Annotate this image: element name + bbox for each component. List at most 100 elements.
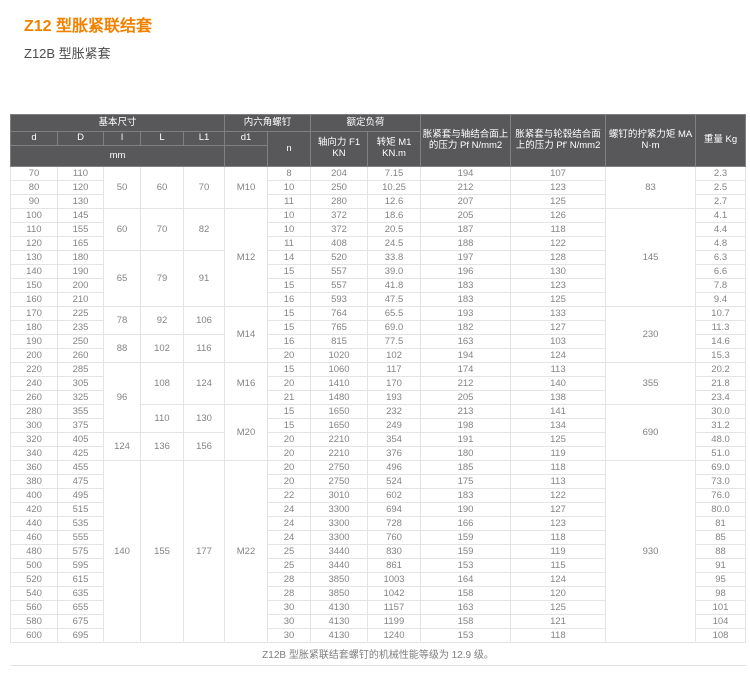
header-tightening-torque: 螺钉的拧紧力矩 MA N·m xyxy=(605,114,697,167)
table-cell: 861 xyxy=(367,558,422,573)
table-cell: 15 xyxy=(266,404,312,419)
table-cell: 213 xyxy=(420,404,512,419)
table-cell: 204 xyxy=(310,166,369,181)
table-cell: 15 xyxy=(266,320,312,335)
table-cell: 220 xyxy=(10,362,58,377)
table-row: 360 455 140 155 177 M22 20 2750 496 185 118 930 69.0 xyxy=(10,460,747,643)
table-cell: 405 xyxy=(57,432,104,447)
table-row: 420 515 24 3300 694 190 127 80.0 xyxy=(10,502,747,517)
table-cell: 1240 xyxy=(367,628,422,643)
table-cell: 10 xyxy=(266,222,312,237)
table-cell: 110 xyxy=(10,222,58,237)
table-cell: 130 xyxy=(10,250,58,265)
table-cell: 127 xyxy=(510,320,607,335)
table-cell: 695 xyxy=(57,628,104,643)
table-cell: 198 xyxy=(420,418,512,433)
table-cell: 123 xyxy=(510,180,607,195)
table-cell: 153 xyxy=(420,628,512,643)
table-cell: 100 xyxy=(10,208,58,223)
table-row: 480 575 25 3440 830 159 119 88 xyxy=(10,544,747,559)
table-cell: 155 xyxy=(140,460,184,643)
table-cell: 160 xyxy=(10,292,58,307)
table-cell: 575 xyxy=(57,544,104,559)
table-cell: 48.0 xyxy=(695,432,747,447)
table-cell: 183 xyxy=(420,488,512,503)
table-row: 560 655 30 4130 1157 163 125 101 xyxy=(10,600,747,615)
table-cell: 250 xyxy=(310,180,369,195)
table-cell: 240 xyxy=(10,376,58,391)
table-cell: 21 xyxy=(266,390,312,405)
table-cell: 515 xyxy=(57,502,104,517)
table-cell: 4.4 xyxy=(695,222,747,237)
table-cell: 420 xyxy=(10,502,58,517)
table-cell: 80.0 xyxy=(695,502,747,517)
table-cell: 325 xyxy=(57,390,104,405)
table-cell: 728 xyxy=(367,516,422,531)
table-cell: 15 xyxy=(266,362,312,377)
header-hub-pressure: 胀紧套与轮毂结合面上的压力 Pf' N/mm2 xyxy=(510,114,607,167)
table-cell: 159 xyxy=(420,544,512,559)
table-cell: 136 xyxy=(140,432,184,461)
table-cell: 930 xyxy=(605,460,697,643)
table-row: 110 155 10 372 20.5 187 118 4.4 xyxy=(10,222,747,237)
table-cell: 2750 xyxy=(310,460,369,475)
table-cell: 25 xyxy=(266,544,312,559)
table-cell: 141 xyxy=(510,404,607,419)
table-cell: 190 xyxy=(57,264,104,279)
table-row: 600 695 30 4130 1240 153 118 108 xyxy=(10,628,747,643)
table-row: 320 405 124 136 156 20 2210 354 191 125 48.0 xyxy=(10,432,747,461)
table-cell: 1042 xyxy=(367,586,422,601)
header-d1-unit-empty xyxy=(224,145,268,167)
table-cell: 103 xyxy=(510,334,607,349)
table-cell: 119 xyxy=(510,544,607,559)
table-cell: 580 xyxy=(10,614,58,629)
table-cell: 101 xyxy=(695,600,747,615)
table-cell: 14.6 xyxy=(695,334,747,349)
table-row: 540 635 28 3850 1042 158 120 98 xyxy=(10,586,747,601)
table-cell: 2.3 xyxy=(695,166,747,181)
table-cell: 595 xyxy=(57,558,104,573)
table-cell: 15.3 xyxy=(695,348,747,363)
table-cell: 305 xyxy=(57,376,104,391)
page-title: Z12 型胀紧联结套 xyxy=(24,18,153,35)
table-row: 400 495 22 3010 602 183 122 76.0 xyxy=(10,488,747,503)
table-cell: 3300 xyxy=(310,516,369,531)
table-cell: 540 xyxy=(10,586,58,601)
table-cell: 70 xyxy=(140,208,184,251)
table-cell: 764 xyxy=(310,306,369,321)
table-cell: 24 xyxy=(266,530,312,545)
table-cell: 3440 xyxy=(310,544,369,559)
table-cell: 285 xyxy=(57,362,104,377)
table-cell: 496 xyxy=(367,460,422,475)
table-cell: 18.6 xyxy=(367,208,422,223)
table-cell: 24 xyxy=(266,502,312,517)
table-cell: 80 xyxy=(10,180,58,195)
table-cell: 145 xyxy=(605,208,697,307)
table-row: 220 285 96 108 124 M16 15 1060 117 174 113 355 20.2 xyxy=(10,362,747,433)
table-cell: 3010 xyxy=(310,488,369,503)
table-cell: 495 xyxy=(57,488,104,503)
table-footer: Z12B 型胀紧联结套螺钉的机械性能等级为 12.9 级。 xyxy=(10,642,746,666)
table-cell: M16 xyxy=(224,362,268,405)
table-cell: 230 xyxy=(605,306,697,363)
table-cell: 170 xyxy=(367,376,422,391)
table-cell: 425 xyxy=(57,446,104,461)
table-cell: 174 xyxy=(420,362,512,377)
table-cell: 1060 xyxy=(310,362,369,377)
table-cell: 69.0 xyxy=(367,320,422,335)
table-cell: 156 xyxy=(183,432,225,461)
table-cell: 91 xyxy=(695,558,747,573)
table-cell: 185 xyxy=(420,460,512,475)
header-n: n xyxy=(266,131,312,167)
table-row: 340 425 20 2210 376 180 119 51.0 xyxy=(10,446,747,461)
table-cell: 28 xyxy=(266,572,312,587)
table-cell: 113 xyxy=(510,474,607,489)
table-row: 130 180 65 79 91 14 520 33.8 197 128 6.3 xyxy=(10,250,747,307)
table-cell: 188 xyxy=(420,236,512,251)
table-cell: 2210 xyxy=(310,432,369,447)
table-cell: 475 xyxy=(57,474,104,489)
table-cell: 145 xyxy=(57,208,104,223)
table-cell: 70 xyxy=(183,166,225,209)
table-cell: 376 xyxy=(367,446,422,461)
table-row: 180 235 15 765 69.0 182 127 11.3 xyxy=(10,320,747,335)
